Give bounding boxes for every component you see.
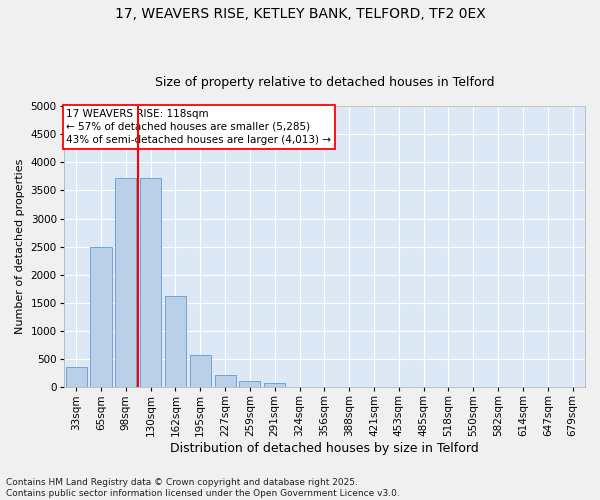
Bar [264, 384, 285, 388]
Bar [65, 366, 87, 388]
Bar [140, 178, 161, 388]
Text: 17, WEAVERS RISE, KETLEY BANK, TELFORD, TF2 0EX: 17, WEAVERS RISE, KETLEY BANK, TELFORD, … [115, 8, 485, 22]
Bar [215, 375, 236, 388]
Bar [91, 246, 112, 388]
Bar [239, 381, 260, 388]
Bar [190, 356, 211, 388]
Bar [165, 296, 186, 388]
Text: Contains HM Land Registry data © Crown copyright and database right 2025.
Contai: Contains HM Land Registry data © Crown c… [6, 478, 400, 498]
Bar [115, 178, 136, 388]
Text: 17 WEAVERS RISE: 118sqm
← 57% of detached houses are smaller (5,285)
43% of semi: 17 WEAVERS RISE: 118sqm ← 57% of detache… [67, 109, 331, 145]
Title: Size of property relative to detached houses in Telford: Size of property relative to detached ho… [155, 76, 494, 90]
X-axis label: Distribution of detached houses by size in Telford: Distribution of detached houses by size … [170, 442, 479, 455]
Y-axis label: Number of detached properties: Number of detached properties [15, 159, 25, 334]
